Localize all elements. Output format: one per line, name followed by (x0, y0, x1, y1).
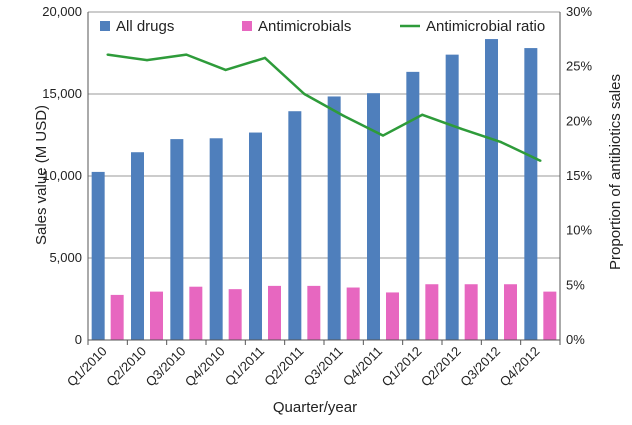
x-tick-label: Q2/2012 (418, 344, 464, 390)
gridlines (88, 11, 560, 259)
antimicrobials-bar (386, 292, 399, 340)
all-drugs-bar (249, 132, 262, 340)
antimicrobials-bar (543, 291, 557, 340)
antimicrobial-ratio-point (539, 159, 542, 162)
antimicrobial-ratio-point (303, 92, 306, 96)
y2-axis-title: Proportion of antibiotics sales (607, 74, 624, 270)
antimicrobial-ratio-point (499, 140, 503, 144)
all-drugs-bar (406, 71, 420, 341)
all-drugs-bar (131, 152, 144, 340)
antimicrobial-ratio-point (460, 127, 463, 131)
antimicrobial-ratio-point (224, 68, 227, 72)
antimicrobial-ratio-point (263, 56, 267, 60)
x-tick-label: Q1/2010 (64, 344, 110, 390)
all-drugs-bar (445, 54, 459, 340)
antimicrobials-bar (150, 291, 163, 340)
antimicrobial-ratio-point (185, 53, 188, 56)
x-tick-label: Q2/2011 (261, 344, 306, 389)
y2-tick-label: 5% (566, 277, 585, 292)
x-tick-label: Q4/2011 (340, 344, 385, 389)
x-tick-label: Q4/2012 (497, 344, 543, 390)
legend-all-drugs-label: All drugs (116, 18, 174, 35)
all-drugs-bar (288, 111, 302, 340)
y-tick-label: 15,000 (42, 86, 82, 101)
antimicrobial-ratio-point (342, 114, 345, 118)
legend: All drugs Antimicrobials Antimicrobial rat… (100, 18, 545, 35)
y2-tick-label: 0% (566, 332, 585, 347)
antimicrobials-bar (189, 286, 203, 340)
y-tick-label: 20,000 (42, 4, 82, 19)
x-tick-label: Q4/2010 (182, 344, 228, 390)
x-tick-label: Q1/2012 (379, 344, 425, 390)
all-drugs-bar (524, 48, 538, 341)
legend-antimicrobials-label: Antimicrobials (258, 18, 351, 35)
bars (91, 39, 557, 341)
x-tick-label: Q3/2010 (143, 344, 189, 390)
antimicrobial-ratio-point (381, 134, 385, 137)
antimicrobials-bar (268, 285, 281, 340)
antimicrobial-ratio-line (107, 53, 541, 162)
all-drugs-bar (485, 39, 498, 341)
y-tick-label: 0 (75, 332, 82, 347)
antimicrobial-ratio-point (421, 113, 424, 116)
y2-tick-label: 20% (566, 113, 592, 128)
y2-tick-label: 25% (566, 59, 592, 74)
all-drugs-bar (367, 93, 380, 341)
y2-tick-label: 30% (566, 4, 592, 19)
legend-all-drugs-swatch (100, 21, 110, 31)
all-drugs-bar (327, 96, 341, 341)
all-drugs-bar (170, 139, 184, 340)
antimicrobials-bar (228, 289, 242, 340)
antimicrobials-bar (425, 284, 439, 340)
antimicrobials-bar (346, 287, 360, 340)
all-drugs-bar (91, 171, 105, 340)
y-tick-label: 5,000 (49, 250, 82, 265)
y2-tick-label: 15% (566, 168, 592, 183)
antimicrobials-bar (504, 284, 517, 340)
x-axis-title: Quarter/year (273, 399, 357, 416)
antimicrobial-ratio-point (106, 53, 109, 56)
x-tick-label: Q2/2010 (103, 344, 149, 390)
ratio-line-group (106, 53, 542, 162)
legend-antimicrobial-ratio-label: Antimicrobial ratio (426, 18, 545, 35)
legend-antimicrobials-swatch (242, 21, 252, 31)
y-axis-title: Sales value (M USD) (33, 105, 50, 245)
antimicrobials-bar (110, 294, 124, 340)
x-tick-label: Q1/2011 (222, 344, 267, 389)
antimicrobial-ratio-point (145, 58, 149, 62)
all-drugs-bar (209, 138, 223, 340)
antimicrobials-bar (464, 284, 478, 340)
y2-tick-label: 10% (566, 223, 592, 238)
x-tick-label: Q3/2011 (301, 344, 346, 389)
antimicrobials-bar (307, 285, 321, 340)
x-tick-label: Q3/2012 (457, 344, 503, 390)
y-tick-label: 10,000 (42, 168, 82, 183)
